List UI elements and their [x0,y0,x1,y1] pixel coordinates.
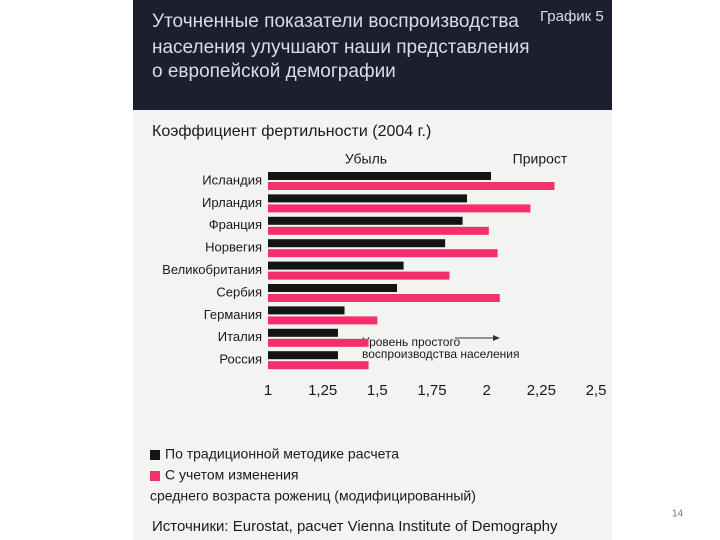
bar [268,216,463,225]
legend-swatch [150,471,160,481]
y-tick-label: Италия [218,329,262,344]
x-tick-label: 2,5 [586,382,607,399]
y-tick-label: Великобритания [162,262,262,277]
annotation: Уровень простого [362,335,461,349]
annotation: Прирост [513,151,568,167]
x-tick-label: 2 [482,382,490,399]
bar [268,338,369,347]
header-band [133,0,612,110]
bar [268,261,404,270]
bar [268,226,489,235]
y-tick-label: Сербия [216,284,262,299]
bar [268,351,338,360]
x-tick-label: 1 [264,382,272,399]
x-tick-label: 1,25 [308,382,337,399]
source: Источники: Eurostat, расчет Vienna Insti… [152,518,558,535]
bar [268,204,531,213]
y-tick-label: Россия [219,352,262,367]
y-tick-label: Норвегия [205,240,262,255]
chart-title: Коэффициент фертильности (2004 г.) [152,123,431,140]
bar [268,316,378,325]
legend-label: среднего возраста рожениц (модифицирован… [150,488,476,504]
header-line: о европейской демографии [152,61,396,82]
y-tick-label: Ирландия [202,195,262,210]
bar [268,284,398,292]
chart-label: График 5 [540,8,604,25]
legend-label: По традиционной методике расчета [165,446,399,462]
bar [268,239,446,248]
annotation: Убыль [345,151,387,167]
bar [268,306,345,315]
bar [268,249,498,258]
x-tick-label: 1,75 [417,382,446,399]
page-number: 14 [672,509,684,520]
arrow-head [493,335,500,341]
legend-swatch [150,450,160,460]
y-tick-label: Германия [204,307,262,322]
x-tick-label: 2,25 [527,382,556,399]
bar [268,194,467,203]
legend-label: С учетом изменения [165,467,298,483]
bar [268,182,555,190]
bar [268,271,450,280]
bar [268,172,492,180]
header-line: населения улучшают наши представления [152,37,530,58]
annotation: воспроизводства населения [362,347,519,361]
bar [268,328,338,337]
y-tick-label: Исландия [202,172,262,187]
bar [268,294,500,302]
x-tick-label: 1,5 [367,382,388,399]
bar [268,361,369,370]
y-tick-label: Франция [209,217,262,232]
header-line: Уточненные показатели воспроизводства [152,11,519,32]
